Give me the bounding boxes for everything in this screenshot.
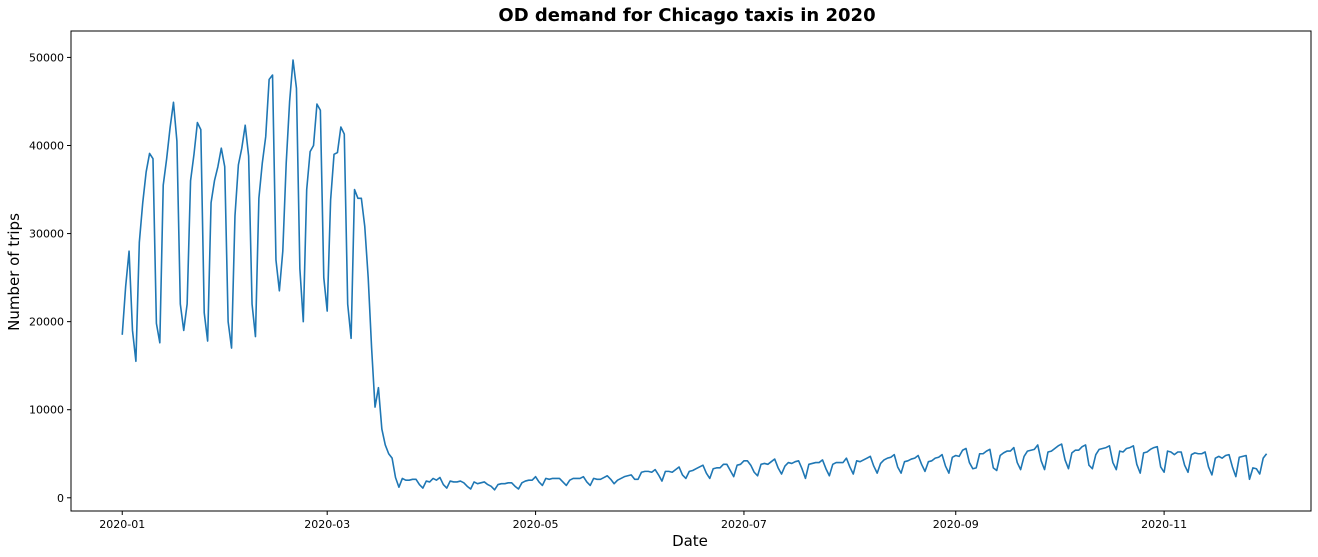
axis-ticks: 2020-01 2020-03 2020-05 2020-07 2020-09 2020-… [29, 51, 1187, 531]
y-tick-label: 0 [57, 492, 64, 505]
x-tick-label: 2020-07 [721, 518, 767, 531]
y-axis-label: Number of trips [5, 213, 23, 331]
x-tick-label: 2020-03 [304, 518, 350, 531]
x-tick-label: 2020-01 [99, 518, 145, 531]
series-line-0 [121, 59, 1268, 491]
y-tick-label: 50000 [29, 51, 64, 64]
axes-frame [70, 30, 1312, 512]
y-tick-label: 40000 [29, 139, 64, 152]
y-tick-label: 30000 [29, 228, 64, 241]
x-tick-label: 2020-11 [1141, 518, 1187, 531]
plot-area [121, 59, 1268, 491]
y-tick-label: 10000 [29, 404, 64, 417]
x-axis-label: Date [672, 532, 708, 550]
x-tick-label: 2020-09 [933, 518, 979, 531]
chart-title: OD demand for Chicago taxis in 2020 [498, 5, 875, 26]
y-tick-label: 20000 [29, 316, 64, 329]
x-tick-label: 2020-05 [513, 518, 559, 531]
